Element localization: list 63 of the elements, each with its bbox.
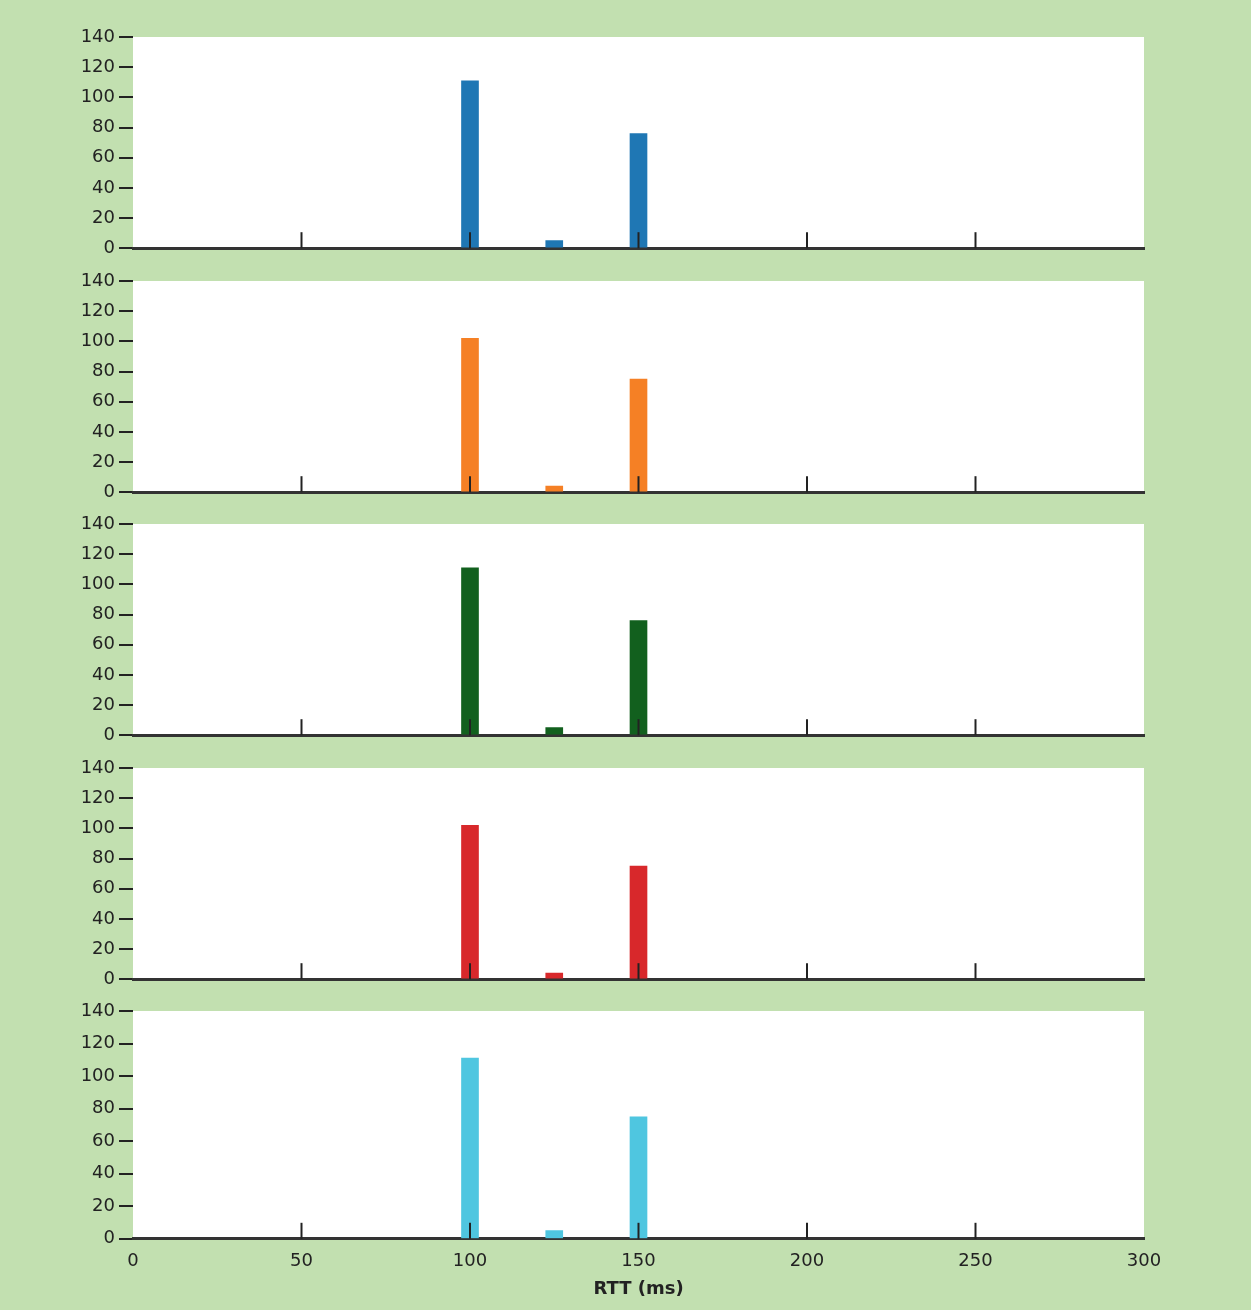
- bar: [629, 620, 648, 735]
- y-tick-label: 60: [92, 1128, 115, 1150]
- x-axis-title: RTT (ms): [593, 1276, 684, 1298]
- y-tick-label: 0: [103, 1226, 115, 1248]
- x-tick-label: 50: [290, 1249, 313, 1271]
- y-tick-label: 80: [92, 358, 115, 380]
- bar: [461, 824, 479, 979]
- bar: [545, 1230, 564, 1239]
- bar: [629, 865, 648, 979]
- bar: [461, 1057, 479, 1239]
- y-tick-label: 60: [92, 632, 115, 654]
- y-tick-label: 120: [80, 298, 115, 320]
- x-tick-label: 300: [1126, 1249, 1162, 1271]
- y-tick-label: 80: [92, 1096, 115, 1118]
- x-tick-label: 200: [789, 1249, 825, 1271]
- bar: [629, 133, 648, 248]
- y-tick-label: 140: [80, 268, 115, 290]
- y-tick-label: 60: [92, 875, 115, 897]
- y-tick-label: 100: [80, 815, 115, 837]
- bar: [545, 727, 564, 735]
- y-tick-label: 140: [80, 511, 115, 533]
- x-tick-label: 100: [452, 1249, 488, 1271]
- y-tick-label: 140: [80, 998, 115, 1020]
- y-tick-label: 140: [80, 24, 115, 46]
- y-tick-label: 100: [80, 572, 115, 594]
- y-tick-label: 40: [92, 419, 115, 441]
- y-tick-label: 120: [80, 541, 115, 563]
- y-tick-label: 40: [92, 175, 115, 197]
- y-tick-label: 120: [80, 54, 115, 76]
- y-tick-label: 120: [80, 1031, 115, 1053]
- y-tick-label: 20: [92, 449, 115, 471]
- y-tick-label: 20: [92, 205, 115, 227]
- bar: [461, 567, 479, 735]
- y-tick-label: 60: [92, 145, 115, 167]
- bar: [545, 972, 564, 979]
- bar: [629, 1116, 648, 1239]
- bar: [545, 240, 564, 248]
- x-tick-label: 150: [621, 1249, 656, 1271]
- y-tick-label: 140: [80, 755, 115, 777]
- y-tick-label: 100: [80, 328, 115, 350]
- y-tick-label: 0: [103, 235, 115, 257]
- bar: [461, 337, 479, 492]
- bar: [545, 485, 564, 492]
- y-tick-label: 80: [92, 115, 115, 137]
- y-tick-label: 100: [80, 85, 115, 107]
- y-tick-label: 40: [92, 662, 115, 684]
- y-tick-label: 100: [80, 1063, 115, 1085]
- y-tick-label: 0: [103, 722, 115, 744]
- y-tick-label: 40: [92, 906, 115, 928]
- y-tick-label: 20: [92, 692, 115, 714]
- x-tick-label: 0: [127, 1249, 139, 1271]
- bar: [629, 378, 648, 492]
- x-tick-label: 250: [958, 1249, 993, 1271]
- y-tick-label: 20: [92, 936, 115, 958]
- y-tick-label: 0: [103, 479, 115, 501]
- y-tick-label: 20: [92, 1193, 115, 1215]
- y-tick-label: 0: [103, 966, 115, 988]
- bar: [461, 80, 479, 248]
- y-tick-label: 80: [92, 845, 115, 867]
- y-tick-label: 120: [80, 785, 115, 807]
- y-tick-label: 80: [92, 602, 115, 624]
- y-tick-label: 60: [92, 388, 115, 410]
- y-tick-label: 40: [92, 1161, 115, 1183]
